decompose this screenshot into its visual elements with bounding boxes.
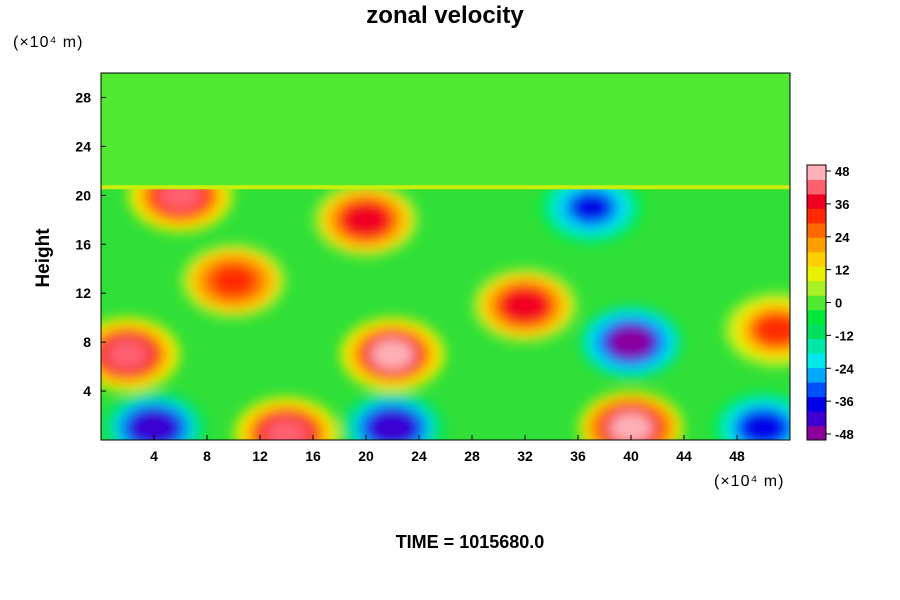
layer-interface [101, 185, 790, 190]
colorbar-segment [807, 280, 826, 296]
colorbar-segment [807, 396, 826, 412]
x-tick-label: 36 [570, 448, 586, 464]
field-features [101, 158, 790, 440]
field-contour [105, 339, 150, 370]
colorbar-segment [807, 208, 826, 224]
plot-frame [100, 72, 791, 441]
x-tick-label: 16 [305, 448, 321, 464]
x-tick-label: 24 [411, 448, 427, 464]
colorbar-tick-label: 24 [835, 230, 850, 245]
colorbar-segment [807, 411, 826, 427]
field-contour [370, 412, 415, 440]
y-tick-label: 4 [83, 383, 91, 399]
colorbar-segment [807, 382, 826, 398]
x-tick-label: 12 [252, 448, 268, 464]
colorbar-tick-label: -24 [835, 361, 855, 376]
y-tick-label: 12 [75, 285, 91, 301]
colorbar-tick-label: -36 [835, 394, 854, 409]
x-unit-label: (×10⁴ m) [714, 473, 785, 490]
colorbar-segment [807, 266, 826, 282]
x-tick-label: 8 [203, 448, 211, 464]
field-contour [132, 412, 176, 440]
x-tick-label: 40 [623, 448, 639, 464]
colorbar-tick-label: -48 [835, 427, 854, 442]
colorbar-segment [807, 251, 826, 267]
colorbar-segment [807, 324, 826, 340]
y-tick-label: 16 [75, 236, 91, 252]
colorbar-segment [807, 353, 826, 369]
colorbar-tick-label: 0 [835, 296, 842, 311]
x-tick-label: 48 [729, 448, 745, 464]
colorbar-segment [807, 309, 826, 325]
field-contour [569, 192, 613, 223]
field-contour [609, 326, 653, 358]
colorbar-segment [807, 425, 826, 441]
upper-layer [101, 73, 790, 190]
colorbar-tick-label: 12 [835, 263, 849, 278]
colorbar-segment [807, 237, 826, 253]
y-tick-label: 28 [75, 89, 91, 105]
field-contour [609, 412, 653, 440]
x-ticks: 4 8 12 16 20 24 28 32 36 40 44 48 [150, 435, 745, 464]
plot-area [101, 73, 790, 440]
x-tick-label: 4 [150, 448, 158, 464]
field-contour [370, 339, 415, 370]
field-contour [755, 314, 790, 346]
x-tick-label: 44 [676, 448, 692, 464]
x-tick-label: 28 [464, 448, 480, 464]
colorbar-tick-label: -12 [835, 328, 854, 343]
x-tick-label: 20 [358, 448, 374, 464]
colorbar-tick-label: 36 [835, 197, 849, 212]
time-label: TIME = 1015680.0 [395, 532, 545, 552]
field-contour [344, 204, 388, 236]
colorbar-segment [807, 338, 826, 354]
field-contour [503, 290, 547, 321]
colorbar-segment [807, 222, 826, 238]
field-contour [264, 418, 309, 440]
y-tick-label: 24 [75, 138, 91, 154]
y-tick-label: 20 [75, 187, 91, 203]
y-ticks: 4 8 12 16 20 24 28 [75, 89, 106, 399]
colorbar: 48 36 24 12 0 -12 -24 -36 -48 [806, 164, 855, 442]
field-contour [211, 265, 256, 297]
y-unit-label: (×10⁴ m) [13, 34, 84, 51]
colorbar-segment [807, 193, 826, 209]
colorbar-tick-label: 48 [835, 164, 849, 179]
colorbar-segment [807, 295, 826, 311]
y-tick-label: 8 [83, 334, 91, 350]
x-tick-label: 32 [517, 448, 533, 464]
colorbar-segment [807, 179, 826, 195]
colorbar-segment [807, 165, 826, 180]
colorbar-segment [807, 367, 826, 383]
field-contour [741, 412, 786, 440]
chart-title: zonal velocity [366, 2, 524, 29]
